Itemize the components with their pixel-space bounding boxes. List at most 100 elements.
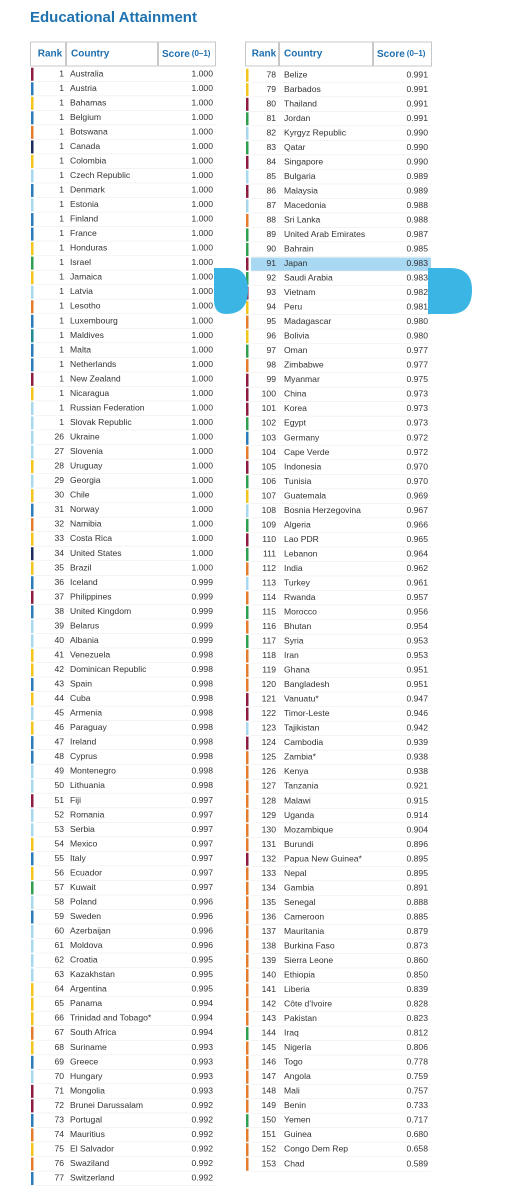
region-bar (31, 401, 34, 415)
rank: 91 (266, 258, 276, 268)
rank: 57 (54, 882, 64, 892)
rank: 94 (266, 302, 276, 312)
rank: 109 (262, 519, 277, 529)
score: 1.000 (191, 170, 213, 180)
region-bar (31, 997, 34, 1011)
rank: 106 (262, 476, 277, 486)
rank: 64 (54, 984, 64, 994)
score: 0.997 (191, 882, 213, 892)
score: 0.990 (406, 127, 428, 137)
country: Botswana (70, 126, 108, 136)
country: Zimbabwe (284, 360, 324, 370)
country: Syria (284, 636, 304, 646)
region-bar (31, 518, 34, 532)
score: 0.977 (406, 345, 428, 355)
score: 0.896 (406, 839, 428, 849)
country: Côte d'Ivoire (284, 999, 332, 1009)
score: 0.991 (406, 98, 428, 108)
country: India (284, 563, 303, 573)
country: Pakistan (284, 1013, 317, 1023)
region-bar (246, 954, 249, 968)
score: 0.975 (406, 374, 428, 384)
rank: 92 (266, 273, 276, 283)
score: 0.951 (406, 665, 428, 675)
country: Congo Dem Rep (284, 1144, 348, 1154)
country: Romania (70, 809, 105, 819)
header-cell (245, 41, 279, 67)
score: 1.000 (191, 185, 213, 195)
score: 0.939 (406, 737, 428, 747)
score: 0.951 (406, 679, 428, 689)
region-bar (246, 417, 249, 431)
rank: 69 (54, 1056, 64, 1066)
rank: 1 (59, 402, 64, 412)
country: Korea (284, 403, 307, 413)
header-rank: Rank (38, 49, 63, 60)
score: 0.993 (191, 1056, 213, 1066)
score: 0.999 (191, 591, 213, 601)
region-bar (246, 838, 249, 852)
score: 0.850 (406, 970, 428, 980)
score: 0.969 (406, 490, 428, 500)
region-bar (31, 503, 34, 517)
region-bar (246, 373, 249, 387)
score: 0.904 (406, 824, 428, 834)
rank: 79 (266, 84, 276, 94)
region-bar (31, 866, 34, 880)
score: 0.983 (406, 273, 428, 283)
country: Saudi Arabia (284, 273, 333, 283)
country: Bulgaria (284, 171, 316, 181)
score: 0.717 (406, 1115, 428, 1125)
country: Kuwait (70, 882, 96, 892)
region-bar (31, 910, 34, 924)
country: Mali (284, 1086, 300, 1096)
rank: 140 (262, 970, 277, 980)
score: 1.000 (191, 330, 213, 340)
rank: 28 (54, 461, 64, 471)
country: Nicaragua (70, 388, 109, 398)
score: 0.956 (406, 607, 428, 617)
rank: 1 (59, 272, 64, 282)
country: Tanzania (284, 781, 319, 791)
country: Bolivia (284, 331, 310, 341)
region-bar (31, 1084, 34, 1098)
rank: 67 (54, 1027, 64, 1037)
score: 0.998 (191, 722, 213, 732)
country: Fiji (70, 795, 81, 805)
region-bar (31, 619, 34, 633)
rank: 51 (54, 795, 64, 805)
rank: 71 (54, 1085, 64, 1095)
page-title: Educational Attainment (30, 9, 197, 26)
region-bar (246, 1012, 249, 1026)
score: 0.992 (191, 1173, 213, 1183)
region-bar (246, 910, 249, 924)
country: Russian Federation (70, 402, 145, 412)
rank: 54 (54, 838, 64, 848)
region-bar (246, 1041, 249, 1055)
score: 1.000 (191, 141, 213, 151)
rank: 1 (59, 141, 64, 151)
rank: 82 (266, 127, 276, 137)
rank: 84 (266, 156, 276, 166)
region-bar (246, 213, 249, 227)
country: Czech Republic (70, 170, 131, 180)
region-bar (31, 939, 34, 953)
region-bar (31, 692, 34, 706)
region-bar (246, 315, 249, 329)
rank: 135 (262, 897, 277, 907)
country: New Zealand (70, 373, 121, 383)
region-bar (31, 721, 34, 735)
country: Croatia (70, 955, 98, 965)
score: 1.000 (191, 519, 213, 529)
header-cell (158, 41, 216, 67)
rank: 121 (262, 694, 277, 704)
region-bar (31, 387, 34, 401)
region-bar (246, 1128, 249, 1142)
rank: 73 (54, 1114, 64, 1124)
score: 0.658 (406, 1144, 428, 1154)
score: 0.970 (406, 476, 428, 486)
country: Slovak Republic (70, 417, 132, 427)
region-bar (246, 97, 249, 111)
country: Cameroon (284, 911, 324, 921)
region-bar (246, 823, 249, 837)
